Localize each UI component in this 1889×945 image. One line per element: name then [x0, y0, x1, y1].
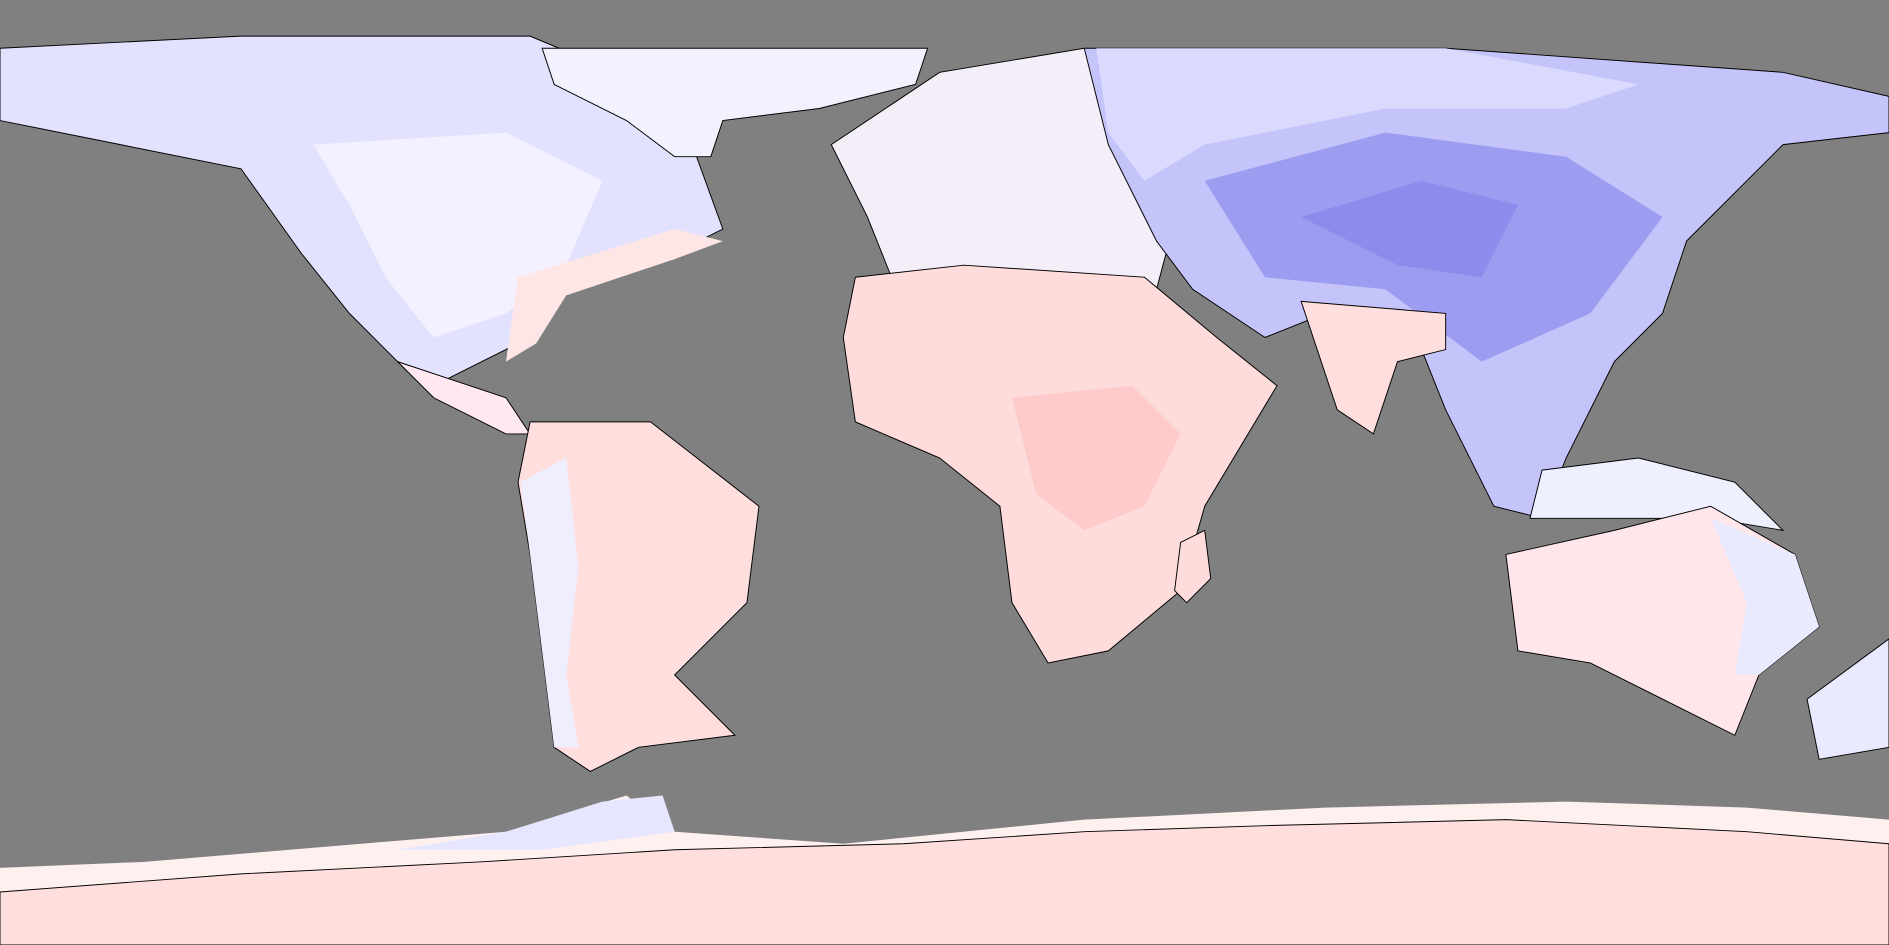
south-america-west — [520, 458, 579, 748]
africa-center — [1011, 385, 1181, 531]
north-america-coast-warm — [505, 229, 723, 362]
asia-core-dark — [1301, 180, 1518, 278]
madagascar-region — [1174, 529, 1212, 604]
antarctica-region — [0, 819, 1889, 945]
new-zealand-region — [1806, 638, 1889, 760]
greenland-region — [541, 47, 929, 158]
australia-east — [1710, 518, 1820, 675]
central-america-region — [397, 361, 531, 435]
india-region — [1300, 300, 1447, 435]
antarctic-peninsula — [397, 795, 675, 850]
asia-north-light — [1096, 48, 1639, 181]
